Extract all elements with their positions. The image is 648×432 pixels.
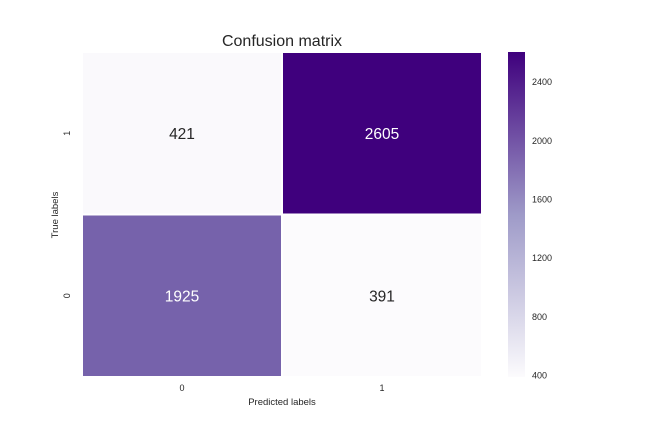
heatmap-cell-value: 391 xyxy=(369,288,395,305)
y-axis-label: True labels xyxy=(50,191,61,238)
colorbar-tick-label: 400 xyxy=(532,371,547,381)
colorbar-tick-label: 2000 xyxy=(532,136,552,146)
heatmap-cell-value: 1925 xyxy=(165,288,199,305)
y-tick-label: 0 xyxy=(62,293,72,298)
colorbar-tick-label: 1200 xyxy=(532,253,552,263)
heatmap-cell xyxy=(281,51,483,216)
chart-title: Confusion matrix xyxy=(222,33,342,50)
heatmap-cell xyxy=(81,51,283,216)
y-tick-label: 1 xyxy=(62,131,72,136)
heatmap-cell-value: 2605 xyxy=(365,126,399,143)
colorbar-tick-label: 800 xyxy=(532,312,547,322)
x-tick-label: 1 xyxy=(379,383,384,393)
heatmap-cell xyxy=(81,213,283,378)
heatmap-cell-value: 421 xyxy=(169,126,195,143)
y-tick-labels: 10 xyxy=(62,131,72,299)
colorbar-ticks: 400 800 1200 1600 2000 2400 xyxy=(532,77,552,381)
colorbar-tick-label: 1600 xyxy=(532,195,552,205)
heatmap-cells: 421 2605 1925 391 xyxy=(81,51,483,378)
colorbar xyxy=(508,52,525,377)
x-axis-label: Predicted labels xyxy=(248,397,316,408)
colorbar-tick-label: 2400 xyxy=(532,77,552,87)
heatmap-cell xyxy=(281,213,483,378)
x-tick-label: 0 xyxy=(179,383,184,393)
